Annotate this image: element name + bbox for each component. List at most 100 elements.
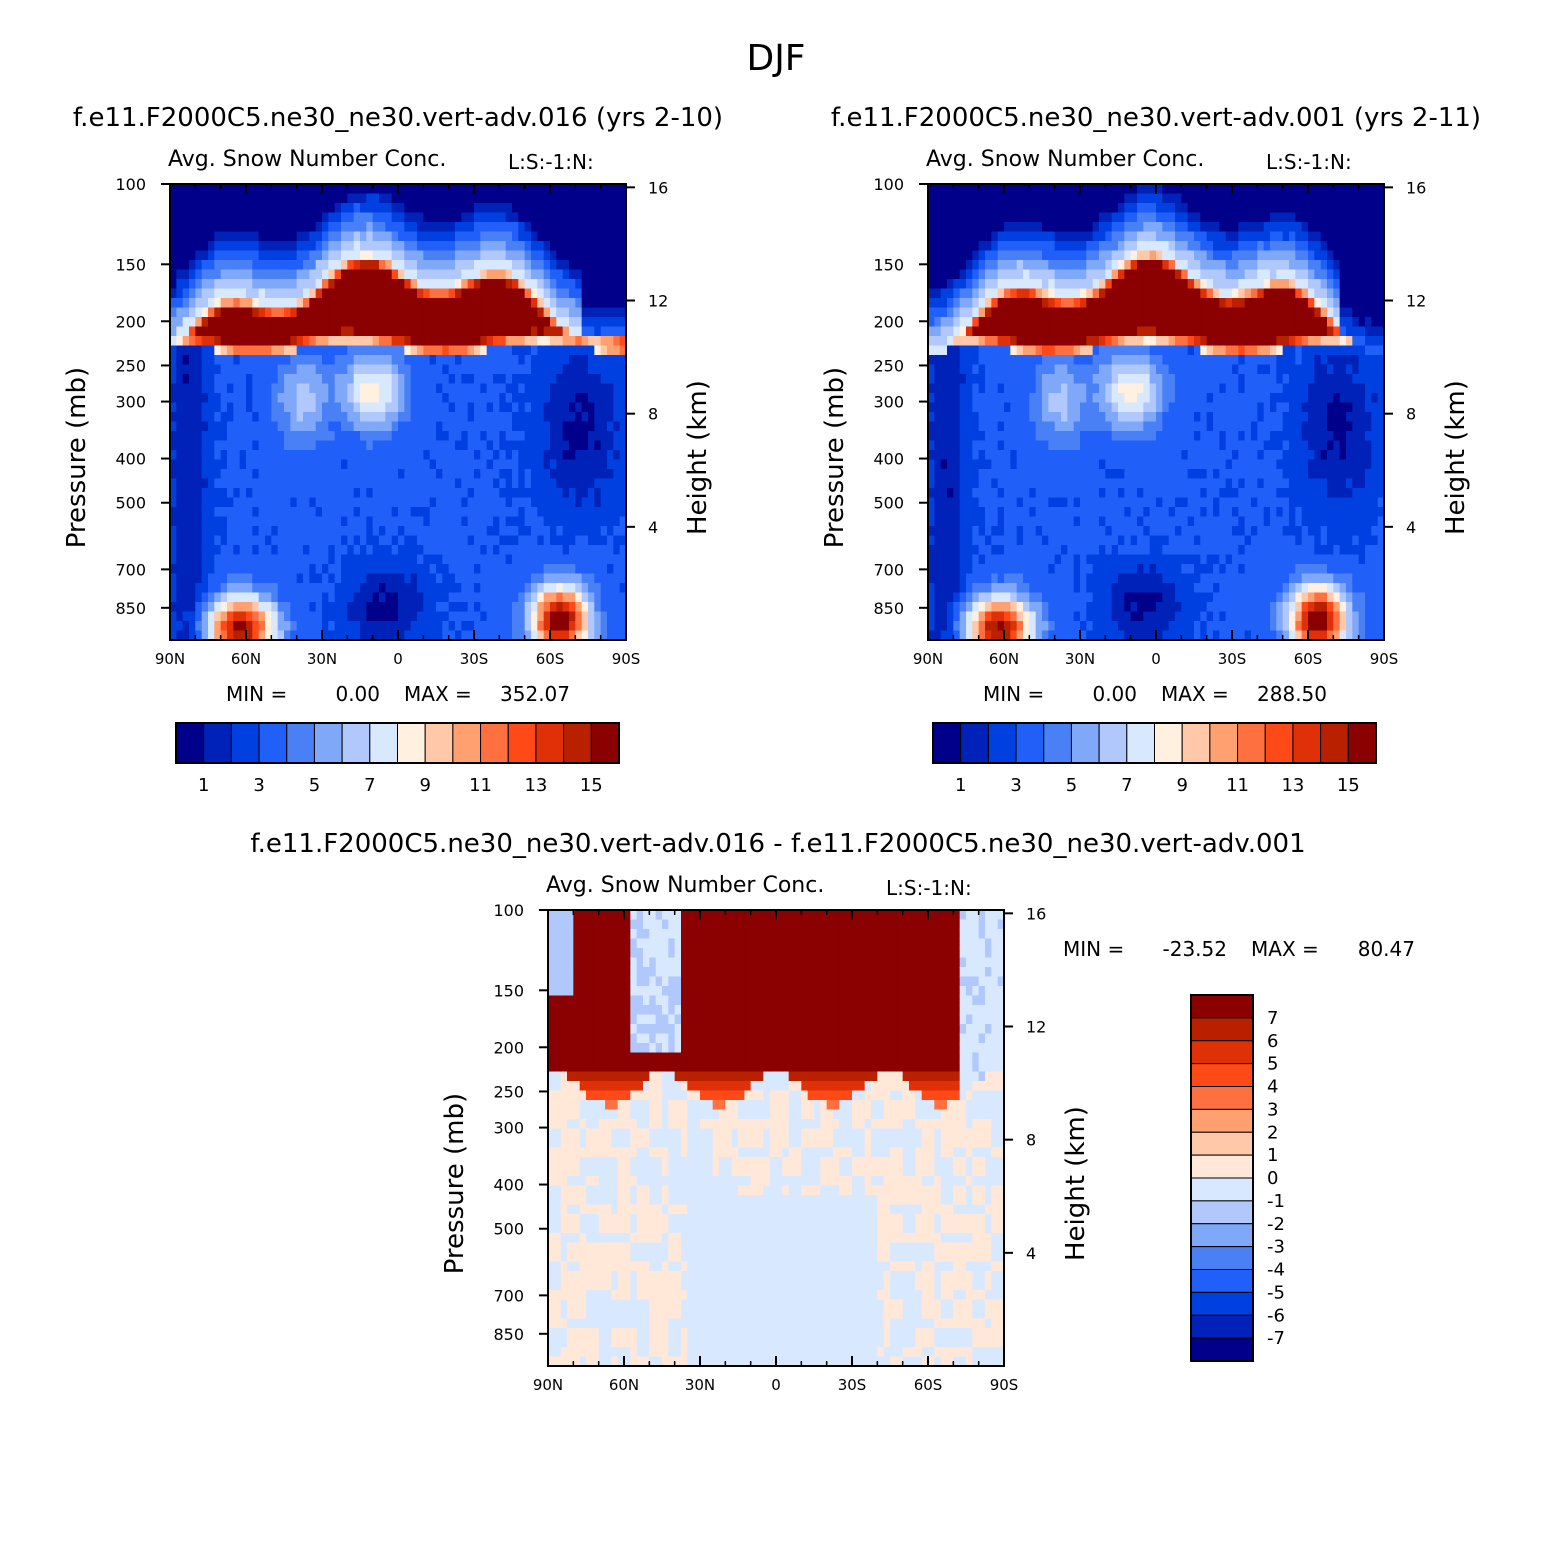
contour-cell [997,516,1005,527]
contour-cell [499,317,507,328]
contour-cell [1067,383,1075,394]
contour-cell [467,345,475,356]
contour-cell [1023,488,1030,499]
contour-cell [208,317,215,328]
y-tick-label: 500 [115,494,146,513]
contour-cell [391,611,399,622]
contour-cell [385,602,393,613]
contour-cell [588,459,595,470]
contour-cell [531,554,538,565]
contour-cell [480,611,488,622]
contour-cell [233,345,241,356]
contour-cell [258,383,266,394]
contour-cell [537,288,545,299]
contour-cell [569,317,576,328]
contour-cell [347,488,355,499]
contour-cell [588,554,595,565]
contour-cell [1042,269,1049,280]
contour-cell [182,602,190,613]
contour-cell [347,469,355,480]
contour-cell [398,573,405,584]
contour-cell [315,611,323,622]
contour-cell [201,573,209,584]
contour-cell [537,469,545,480]
contour-cell [934,526,942,537]
contour-cell [531,307,538,318]
contour-cell [328,516,336,527]
contour-cell [246,345,253,356]
contour-cell [569,288,576,299]
contour-cell [562,326,570,337]
contour-cell [997,383,1005,394]
contour-cell [334,516,342,527]
contour-cell [493,241,500,252]
contour-cell [1023,450,1030,461]
contour-cell [290,279,298,290]
contour-cell [461,431,469,442]
contour-cell [182,288,190,299]
contour-cell [341,193,348,204]
contour-cell [189,212,196,223]
contour-cell [303,535,310,546]
contour-cell [341,507,348,518]
contour-cell [940,545,948,556]
contour-cell [581,459,589,470]
contour-cell [1073,611,1081,622]
contour-cell [201,554,209,565]
contour-cell [455,250,462,261]
contour-cell [315,345,323,356]
contour-cell [341,307,348,318]
contour-cell [176,431,184,442]
contour-cell [176,222,184,233]
contour-cell [1016,250,1024,261]
contour-cell [341,260,348,271]
contour-cell [486,355,494,366]
contour-cell [201,497,209,508]
y-tick-label: 700 [115,560,146,579]
contour-cell [1016,450,1024,461]
contour-cell [562,184,570,195]
contour-cell [486,507,494,518]
contour-cell [524,564,532,575]
contour-cell [550,583,557,594]
contour-cell [934,545,942,556]
contour-cell [195,269,203,280]
contour-cell [271,317,279,328]
contour-cell [334,250,342,261]
contour-cell [258,450,266,461]
contour-cell [334,393,342,404]
contour-cell [182,621,190,632]
contour-cell [252,336,260,347]
contour-cell [233,412,241,423]
contour-cell [524,345,532,356]
contour-cell [303,288,310,299]
contour-cell [277,383,285,394]
contour-cell [985,241,992,252]
contour-cell [341,526,348,537]
contour-cell [1042,383,1049,394]
contour-cell [934,592,942,603]
contour-cell [537,260,545,271]
contour-cell [436,250,443,261]
contour-cell [543,516,551,527]
contour-cell [436,345,443,356]
contour-cell [417,431,424,442]
contour-cell [296,630,304,641]
contour-cell [985,583,992,594]
contour-cell [512,630,519,641]
contour-cell [436,193,443,204]
contour-cell [410,393,418,404]
contour-cell [417,250,424,261]
contour-cell [997,231,1005,242]
contour-cell [972,250,980,261]
contour-cell [1092,526,1100,537]
contour-cell [410,488,418,499]
contour-cell [1099,526,1106,537]
contour-cell [934,450,942,461]
contour-cell [1042,298,1049,309]
contour-cell [404,478,412,489]
contour-cell [1010,203,1018,214]
contour-cell [1054,516,1062,527]
contour-cell [461,488,469,499]
contour-cell [1111,383,1119,394]
